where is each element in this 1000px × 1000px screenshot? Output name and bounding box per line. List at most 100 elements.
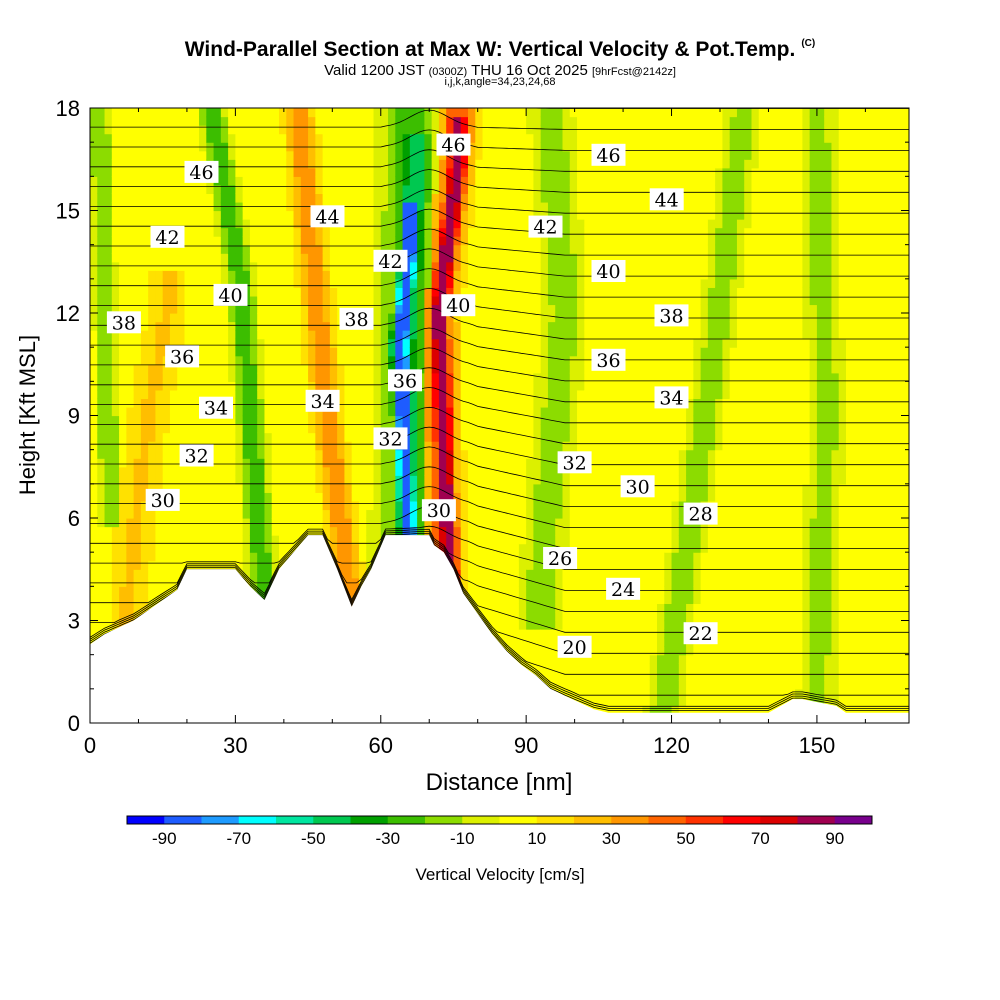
w-cell [242,167,251,177]
w-cell [569,526,578,536]
w-cell [482,535,491,545]
w-cell [213,116,222,126]
w-cell [264,586,273,596]
w-cell [555,654,564,664]
w-cell [351,244,360,254]
w-cell [584,518,593,528]
w-cell [577,441,585,451]
w-cell [547,304,556,314]
w-cell [90,253,98,263]
w-cell [431,219,440,229]
w-cell [308,518,316,528]
w-cell [366,526,375,536]
w-cell [460,338,469,348]
w-cell [373,355,382,365]
w-cell [460,261,469,271]
w-cell [540,244,549,254]
w-cell [366,415,375,425]
w-cell [344,381,353,391]
w-cell [257,424,266,434]
w-cell [511,364,520,374]
w-cell [388,518,396,528]
w-cell [213,355,222,365]
w-cell [526,253,535,263]
w-cell [300,355,309,365]
w-cell [90,560,98,570]
w-cell [271,244,280,254]
w-cell [279,398,287,408]
w-cell [482,210,491,220]
w-cell [111,424,120,434]
w-cell [417,244,425,254]
w-cell [206,108,215,118]
w-cell [264,330,273,340]
w-cell [504,535,513,545]
w-cell [177,552,186,562]
w-cell [446,193,455,203]
w-cell [591,586,600,596]
w-cell [264,449,273,459]
w-cell [547,577,556,587]
w-cell [249,133,258,143]
w-cell [286,543,295,553]
w-cell [286,432,295,442]
w-cell [264,219,273,229]
w-cell [148,569,157,579]
w-cell [104,458,113,468]
w-cell [547,184,556,195]
w-cell [540,210,549,220]
w-cell [417,125,425,135]
w-cell [460,278,469,288]
w-cell [337,560,346,570]
w-cell [518,526,527,536]
w-cell [184,500,193,511]
w-cell [119,535,127,545]
w-cell [446,278,455,288]
w-cell [533,253,542,263]
chart-title: Wind-Parallel Section at Max W: Vertical… [0,38,1000,62]
w-cell [555,253,564,263]
w-cell [424,347,433,357]
w-cell [475,295,484,306]
w-cell [191,338,200,348]
w-cell [547,210,556,220]
w-cell [446,432,455,442]
w-cell [482,611,491,622]
w-cell [329,424,338,434]
w-cell [329,441,338,451]
w-cell [540,577,549,587]
w-cell [322,270,331,280]
w-cell [395,415,404,425]
w-cell [475,270,484,280]
w-cell [322,125,331,135]
w-cell [191,552,200,562]
w-cell [90,278,98,288]
w-cell [504,304,513,314]
w-cell [569,347,578,357]
w-cell [133,603,142,613]
w-cell [547,671,556,681]
w-cell [235,432,244,442]
w-cell [271,406,280,417]
w-cell [90,535,98,545]
w-cell [286,108,295,118]
w-cell [126,441,135,451]
w-cell [220,389,229,400]
w-cell [533,441,542,451]
w-cell [111,244,120,254]
w-cell [257,244,266,254]
w-cell [162,364,171,374]
w-cell [235,321,244,331]
w-cell [373,398,382,408]
w-cell [228,236,236,246]
w-cell [126,560,135,570]
w-cell [446,227,455,237]
w-cell [555,116,564,126]
w-cell [555,441,564,451]
w-cell [235,424,244,434]
w-cell [242,330,251,340]
w-cell [155,184,164,195]
w-cell [533,330,542,340]
w-cell [199,116,207,126]
w-cell [169,125,178,135]
